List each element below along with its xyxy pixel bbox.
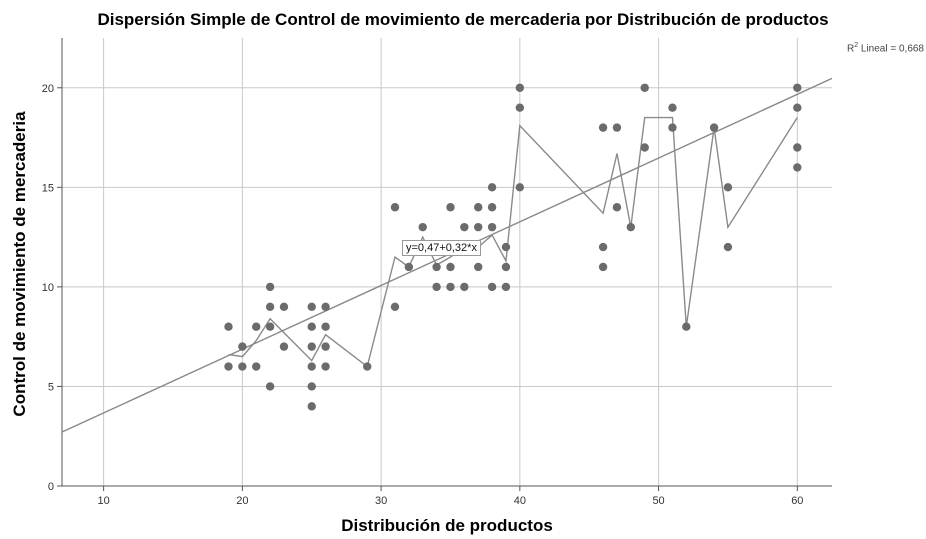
- data-point: [252, 362, 260, 370]
- data-point: [446, 283, 454, 291]
- data-point: [224, 323, 232, 331]
- data-point: [502, 243, 510, 251]
- data-point: [516, 84, 524, 92]
- data-point: [599, 123, 607, 131]
- r2-label-value: Lineal = 0,668: [858, 43, 924, 54]
- data-point: [668, 103, 676, 111]
- data-point: [252, 323, 260, 331]
- data-point: [266, 382, 274, 390]
- data-point: [432, 263, 440, 271]
- data-point: [460, 283, 468, 291]
- y-tick-label: 0: [48, 481, 54, 493]
- data-point: [308, 362, 316, 370]
- equation-label: y=0,47+0,32*x: [402, 240, 481, 256]
- data-point: [641, 143, 649, 151]
- data-point: [321, 303, 329, 311]
- data-point: [238, 342, 246, 350]
- data-point: [793, 84, 801, 92]
- data-point: [724, 183, 732, 191]
- r2-label: R2 Lineal = 0,668: [847, 42, 924, 54]
- data-point: [321, 362, 329, 370]
- data-point: [460, 223, 468, 231]
- x-tick-label: 20: [236, 495, 248, 507]
- data-point: [599, 263, 607, 271]
- data-point: [488, 183, 496, 191]
- y-tick-label: 10: [42, 282, 54, 294]
- data-point: [308, 382, 316, 390]
- y-tick-label: 15: [42, 182, 54, 194]
- data-point: [613, 123, 621, 131]
- data-point: [488, 283, 496, 291]
- data-point: [793, 163, 801, 171]
- x-tick-label: 50: [652, 495, 664, 507]
- data-point: [682, 323, 690, 331]
- data-point: [224, 362, 232, 370]
- tick-labels: 10 20 30 40 50 60 0 5 10 15 20: [42, 83, 804, 507]
- data-point: [405, 263, 413, 271]
- data-point: [724, 243, 732, 251]
- data-point: [668, 123, 676, 131]
- data-point: [516, 183, 524, 191]
- data-point: [488, 223, 496, 231]
- grid-lines: [62, 38, 832, 486]
- data-point: [793, 143, 801, 151]
- data-point: [280, 342, 288, 350]
- data-point: [446, 203, 454, 211]
- data-point: [599, 243, 607, 251]
- x-tick-label: 60: [791, 495, 803, 507]
- data-point: [474, 203, 482, 211]
- data-point: [308, 342, 316, 350]
- y-tick-label: 5: [48, 381, 54, 393]
- data-point: [363, 362, 371, 370]
- data-point: [391, 303, 399, 311]
- chart-title: Dispersión Simple de Control de movimien…: [0, 10, 926, 30]
- x-tick-label: 30: [375, 495, 387, 507]
- x-tick-label: 40: [514, 495, 526, 507]
- data-point: [516, 103, 524, 111]
- data-point: [308, 323, 316, 331]
- data-point: [391, 203, 399, 211]
- data-point: [502, 263, 510, 271]
- data-point: [238, 362, 246, 370]
- data-point: [280, 303, 288, 311]
- data-point: [474, 223, 482, 231]
- axes: [57, 38, 832, 491]
- data-point: [641, 84, 649, 92]
- data-point: [710, 123, 718, 131]
- data-point: [613, 203, 621, 211]
- data-point: [266, 283, 274, 291]
- data-point: [266, 303, 274, 311]
- data-point: [321, 323, 329, 331]
- data-point: [266, 323, 274, 331]
- data-point: [308, 402, 316, 410]
- data-point: [419, 223, 427, 231]
- data-point: [488, 203, 496, 211]
- y-tick-label: 20: [42, 83, 54, 95]
- x-axis-label: Distribución de productos: [62, 516, 832, 536]
- data-point: [627, 223, 635, 231]
- data-point: [308, 303, 316, 311]
- data-point: [321, 342, 329, 350]
- y-axis-label: Control de movimiento de mercaderia: [10, 111, 30, 416]
- data-point: [502, 283, 510, 291]
- x-tick-label: 10: [97, 495, 109, 507]
- data-point: [474, 263, 482, 271]
- data-point: [793, 103, 801, 111]
- data-point: [446, 263, 454, 271]
- data-point: [432, 283, 440, 291]
